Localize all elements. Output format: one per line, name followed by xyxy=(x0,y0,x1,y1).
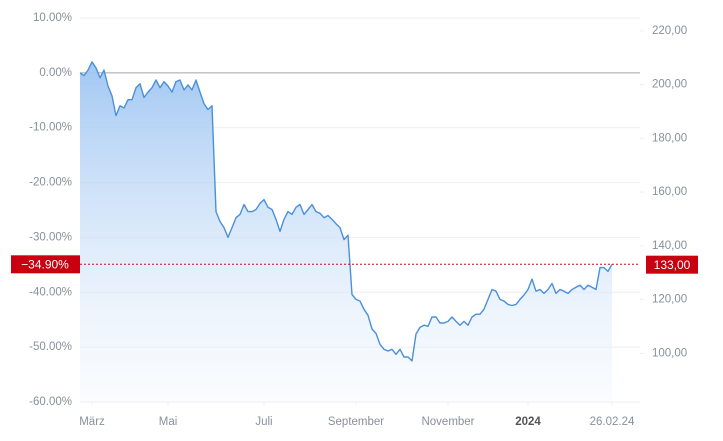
line xyxy=(79,61,613,362)
y-tick-label: -20.00% xyxy=(29,177,72,189)
y-tick-label: 0.00% xyxy=(39,67,72,79)
y-tick-label: -10.00% xyxy=(29,122,72,134)
y2-tick-label: 100,00 xyxy=(652,347,687,359)
y-tick-label: 10.00% xyxy=(33,12,72,24)
current-price-badge xyxy=(646,255,698,274)
y-tick-label: -50.00% xyxy=(29,341,72,353)
x-tick-label: November xyxy=(421,416,474,428)
y2-tick-label: 120,00 xyxy=(652,294,687,306)
y2-tick-label: 200,00 xyxy=(652,79,687,91)
x-tick-label: 2024 xyxy=(515,416,541,428)
current-price-label: 133,00 xyxy=(654,258,691,272)
x-tick-label: September xyxy=(328,416,384,428)
y2-tick-label: 180,00 xyxy=(652,132,687,144)
x-tick-label: Mai xyxy=(159,416,178,428)
y-tick-label: -60.00% xyxy=(29,396,72,408)
area xyxy=(80,61,612,403)
y2-tick-label: 160,00 xyxy=(652,186,687,198)
x-tick-label: März xyxy=(79,416,105,428)
y-tick-label: -30.00% xyxy=(29,231,72,243)
x-tick-label: Juli xyxy=(255,416,272,428)
y2-tick-label: 220,00 xyxy=(652,25,687,37)
current-value-badge xyxy=(11,255,80,274)
y2-tick-label: 140,00 xyxy=(652,240,687,252)
y-tick-label: -40.00% xyxy=(29,286,72,298)
x-tick-label: 26.02.24 xyxy=(590,416,635,428)
current-value-label: −34.90% xyxy=(21,257,69,271)
